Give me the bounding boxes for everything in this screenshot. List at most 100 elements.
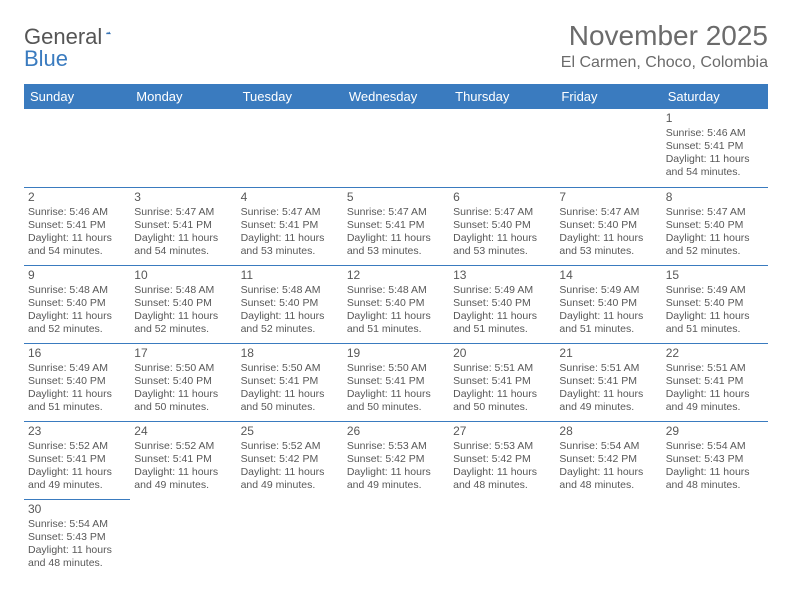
calendar-row: 30Sunrise: 5:54 AMSunset: 5:43 PMDayligh…: [24, 499, 768, 577]
daylight-text: Daylight: 11 hours and 50 minutes.: [453, 388, 551, 414]
calendar-cell: 8Sunrise: 5:47 AMSunset: 5:40 PMDaylight…: [662, 187, 768, 265]
day-number: 23: [28, 424, 126, 439]
day-number: 18: [241, 346, 339, 361]
daylight-text: Daylight: 11 hours and 54 minutes.: [28, 232, 126, 258]
day-number: 16: [28, 346, 126, 361]
sunset-text: Sunset: 5:41 PM: [134, 453, 232, 466]
calendar-cell: [449, 499, 555, 577]
calendar-cell: 22Sunrise: 5:51 AMSunset: 5:41 PMDayligh…: [662, 343, 768, 421]
sunset-text: Sunset: 5:41 PM: [559, 375, 657, 388]
calendar-cell: 4Sunrise: 5:47 AMSunset: 5:41 PMDaylight…: [237, 187, 343, 265]
sunrise-text: Sunrise: 5:52 AM: [28, 440, 126, 453]
sunset-text: Sunset: 5:40 PM: [241, 297, 339, 310]
calendar-cell: 29Sunrise: 5:54 AMSunset: 5:43 PMDayligh…: [662, 421, 768, 499]
daylight-text: Daylight: 11 hours and 52 minutes.: [134, 310, 232, 336]
sunset-text: Sunset: 5:43 PM: [28, 531, 126, 544]
calendar-body: 1Sunrise: 5:46 AMSunset: 5:41 PMDaylight…: [24, 109, 768, 577]
sunrise-text: Sunrise: 5:51 AM: [453, 362, 551, 375]
day-number: 3: [134, 190, 232, 205]
daylight-text: Daylight: 11 hours and 49 minutes.: [28, 466, 126, 492]
daylight-text: Daylight: 11 hours and 53 minutes.: [347, 232, 445, 258]
sunset-text: Sunset: 5:40 PM: [347, 297, 445, 310]
daylight-text: Daylight: 11 hours and 53 minutes.: [559, 232, 657, 258]
calendar-cell: 30Sunrise: 5:54 AMSunset: 5:43 PMDayligh…: [24, 499, 130, 577]
calendar-cell: 1Sunrise: 5:46 AMSunset: 5:41 PMDaylight…: [662, 109, 768, 187]
sunset-text: Sunset: 5:42 PM: [241, 453, 339, 466]
day-number: 30: [28, 502, 126, 517]
sunrise-text: Sunrise: 5:49 AM: [559, 284, 657, 297]
calendar-cell: 13Sunrise: 5:49 AMSunset: 5:40 PMDayligh…: [449, 265, 555, 343]
day-header: Thursday: [449, 84, 555, 109]
daylight-text: Daylight: 11 hours and 50 minutes.: [347, 388, 445, 414]
sunrise-text: Sunrise: 5:52 AM: [134, 440, 232, 453]
sunrise-text: Sunrise: 5:47 AM: [559, 206, 657, 219]
calendar-cell: 11Sunrise: 5:48 AMSunset: 5:40 PMDayligh…: [237, 265, 343, 343]
calendar-cell: 6Sunrise: 5:47 AMSunset: 5:40 PMDaylight…: [449, 187, 555, 265]
daylight-text: Daylight: 11 hours and 54 minutes.: [666, 153, 764, 179]
sunset-text: Sunset: 5:42 PM: [347, 453, 445, 466]
calendar-cell: [130, 109, 236, 187]
calendar-row: 2Sunrise: 5:46 AMSunset: 5:41 PMDaylight…: [24, 187, 768, 265]
calendar-row: 23Sunrise: 5:52 AMSunset: 5:41 PMDayligh…: [24, 421, 768, 499]
calendar-cell: 7Sunrise: 5:47 AMSunset: 5:40 PMDaylight…: [555, 187, 661, 265]
sunrise-text: Sunrise: 5:47 AM: [241, 206, 339, 219]
sunset-text: Sunset: 5:42 PM: [453, 453, 551, 466]
daylight-text: Daylight: 11 hours and 49 minutes.: [134, 466, 232, 492]
sunset-text: Sunset: 5:40 PM: [134, 375, 232, 388]
day-header: Tuesday: [237, 84, 343, 109]
daylight-text: Daylight: 11 hours and 54 minutes.: [134, 232, 232, 258]
calendar-cell: 12Sunrise: 5:48 AMSunset: 5:40 PMDayligh…: [343, 265, 449, 343]
day-number: 19: [347, 346, 445, 361]
daylight-text: Daylight: 11 hours and 49 minutes.: [347, 466, 445, 492]
day-number: 14: [559, 268, 657, 283]
day-number: 5: [347, 190, 445, 205]
sunset-text: Sunset: 5:41 PM: [241, 219, 339, 232]
daylight-text: Daylight: 11 hours and 48 minutes.: [453, 466, 551, 492]
sunset-text: Sunset: 5:40 PM: [28, 375, 126, 388]
calendar-cell: 2Sunrise: 5:46 AMSunset: 5:41 PMDaylight…: [24, 187, 130, 265]
calendar-cell: 26Sunrise: 5:53 AMSunset: 5:42 PMDayligh…: [343, 421, 449, 499]
day-header: Friday: [555, 84, 661, 109]
day-number: 27: [453, 424, 551, 439]
day-number: 28: [559, 424, 657, 439]
daylight-text: Daylight: 11 hours and 51 minutes.: [347, 310, 445, 336]
sunset-text: Sunset: 5:41 PM: [28, 453, 126, 466]
sunrise-text: Sunrise: 5:50 AM: [134, 362, 232, 375]
daylight-text: Daylight: 11 hours and 50 minutes.: [134, 388, 232, 414]
sunset-text: Sunset: 5:43 PM: [666, 453, 764, 466]
day-number: 20: [453, 346, 551, 361]
sunrise-text: Sunrise: 5:48 AM: [28, 284, 126, 297]
sunrise-text: Sunrise: 5:47 AM: [453, 206, 551, 219]
daylight-text: Daylight: 11 hours and 53 minutes.: [241, 232, 339, 258]
calendar-cell: [237, 499, 343, 577]
day-header: Wednesday: [343, 84, 449, 109]
day-number: 2: [28, 190, 126, 205]
sunset-text: Sunset: 5:40 PM: [666, 297, 764, 310]
calendar-cell: [662, 499, 768, 577]
day-number: 15: [666, 268, 764, 283]
sunrise-text: Sunrise: 5:49 AM: [666, 284, 764, 297]
calendar-cell: [555, 499, 661, 577]
day-number: 8: [666, 190, 764, 205]
location: El Carmen, Choco, Colombia: [561, 54, 768, 72]
day-number: 6: [453, 190, 551, 205]
daylight-text: Daylight: 11 hours and 49 minutes.: [241, 466, 339, 492]
calendar-cell: 9Sunrise: 5:48 AMSunset: 5:40 PMDaylight…: [24, 265, 130, 343]
sunset-text: Sunset: 5:41 PM: [347, 219, 445, 232]
sunset-text: Sunset: 5:41 PM: [241, 375, 339, 388]
calendar-cell: [24, 109, 130, 187]
daylight-text: Daylight: 11 hours and 48 minutes.: [666, 466, 764, 492]
sunset-text: Sunset: 5:42 PM: [559, 453, 657, 466]
day-number: 12: [347, 268, 445, 283]
sunset-text: Sunset: 5:41 PM: [666, 140, 764, 153]
calendar-row: 9Sunrise: 5:48 AMSunset: 5:40 PMDaylight…: [24, 265, 768, 343]
day-number: 9: [28, 268, 126, 283]
day-number: 24: [134, 424, 232, 439]
daylight-text: Daylight: 11 hours and 49 minutes.: [666, 388, 764, 414]
sunrise-text: Sunrise: 5:47 AM: [666, 206, 764, 219]
daylight-text: Daylight: 11 hours and 51 minutes.: [28, 388, 126, 414]
calendar-cell: 28Sunrise: 5:54 AMSunset: 5:42 PMDayligh…: [555, 421, 661, 499]
calendar-table: Sunday Monday Tuesday Wednesday Thursday…: [24, 84, 768, 577]
sunset-text: Sunset: 5:41 PM: [347, 375, 445, 388]
month-title: November 2025: [561, 20, 768, 52]
